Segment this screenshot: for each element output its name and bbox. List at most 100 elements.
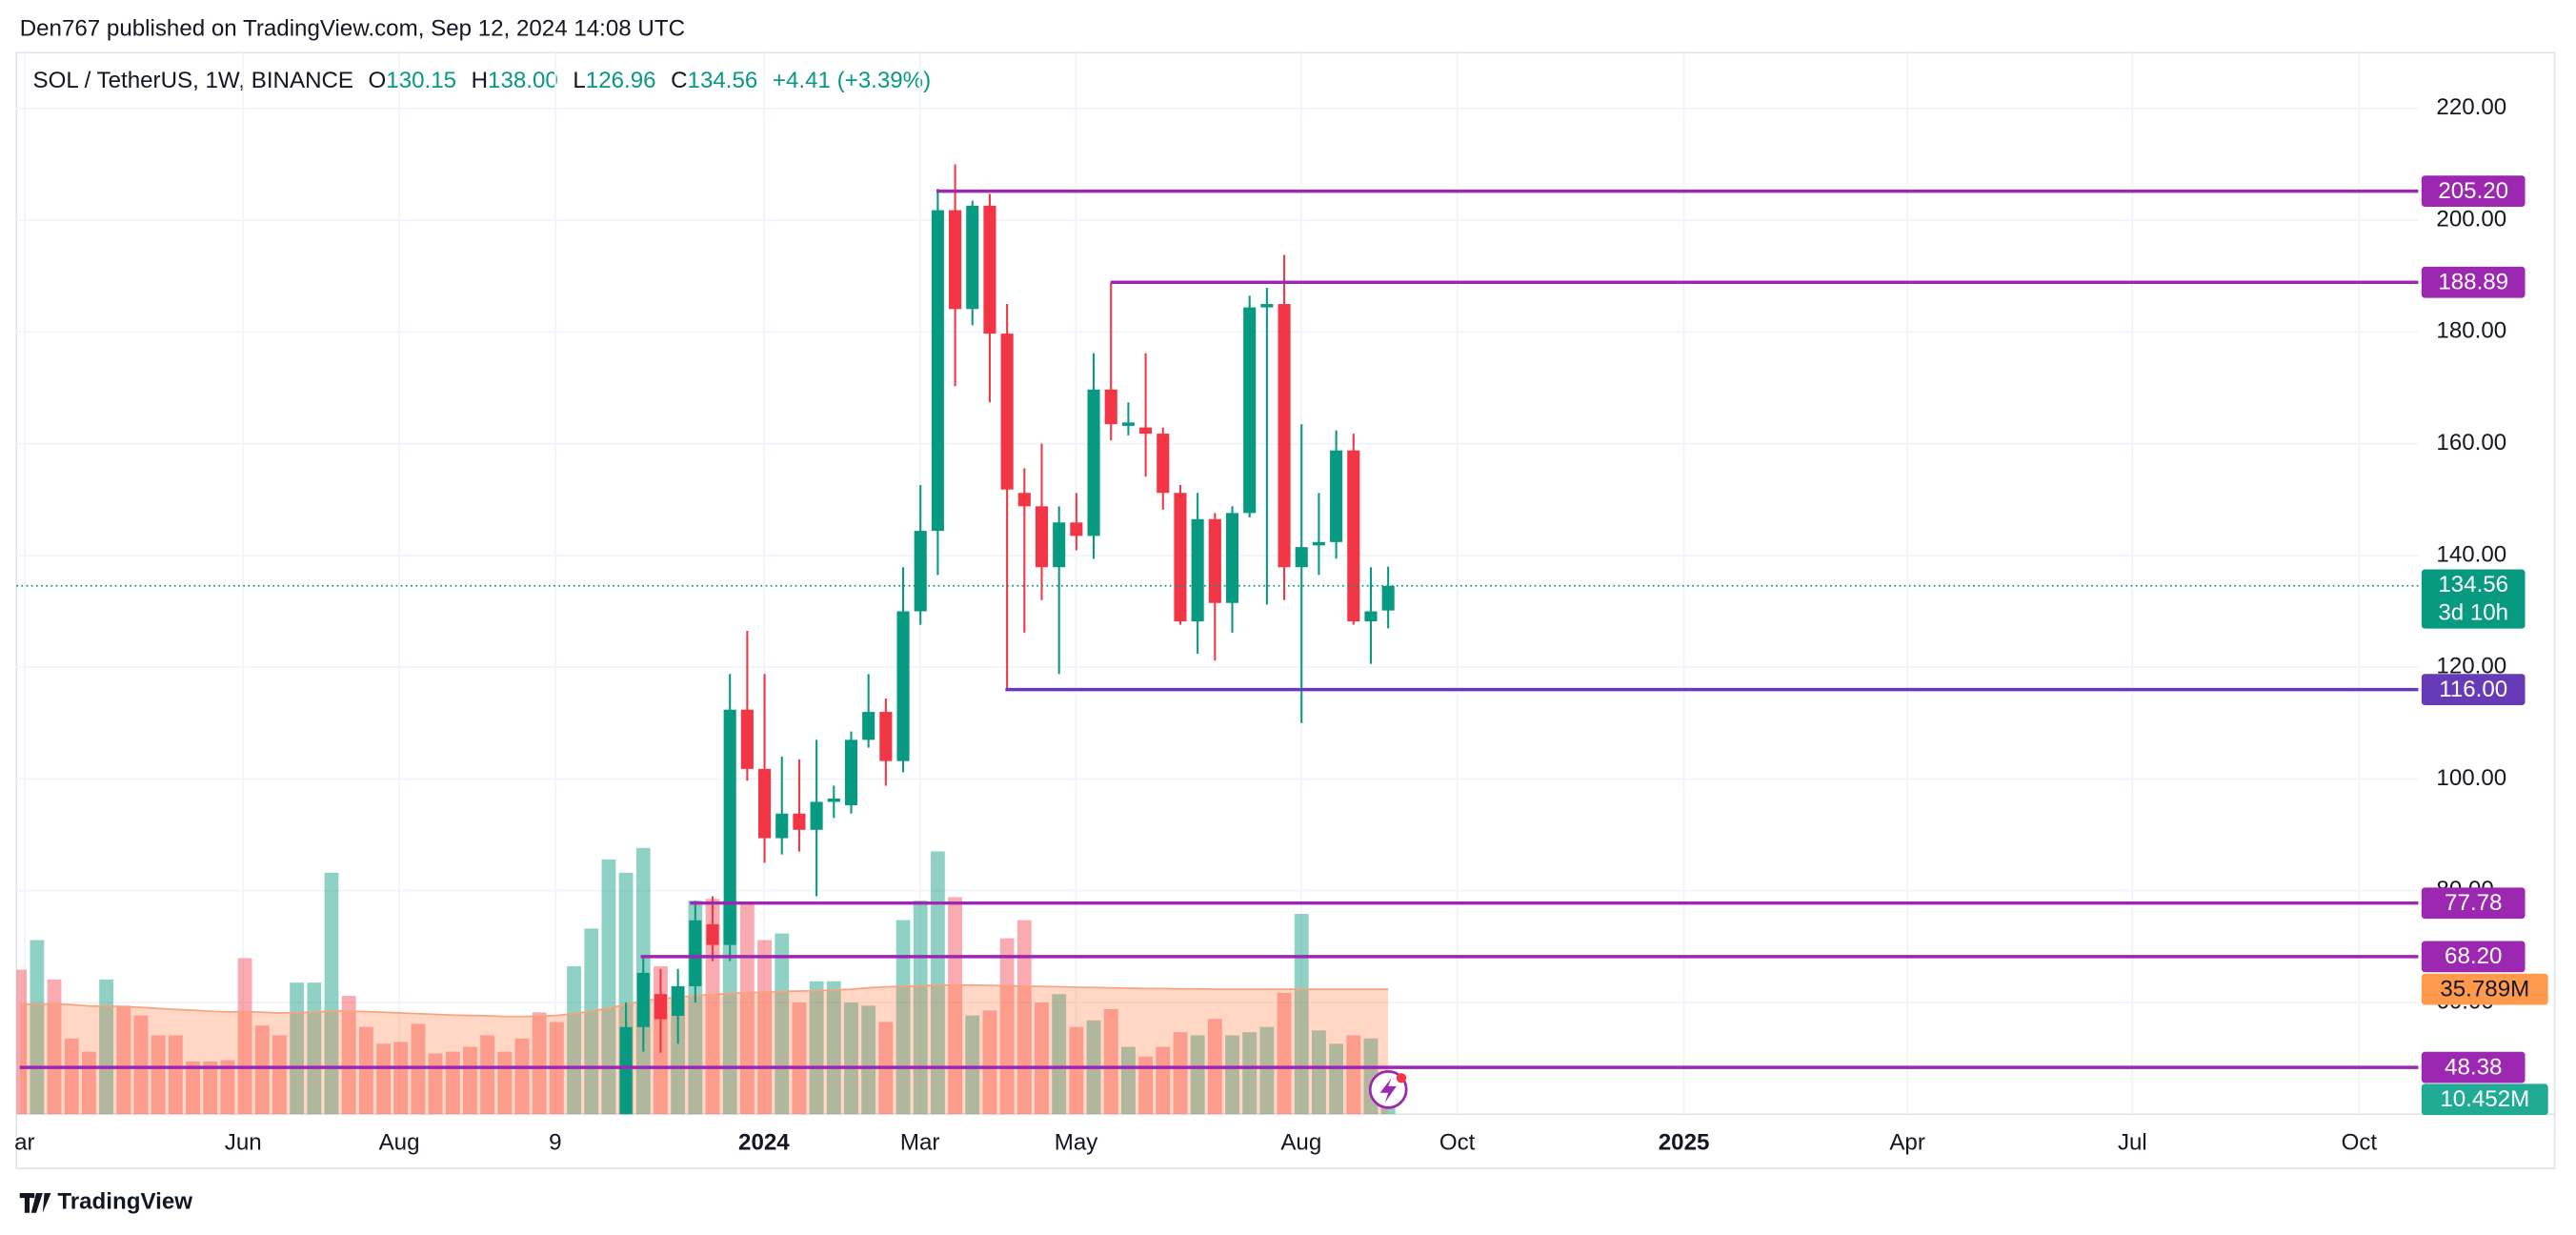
candle-body: [1139, 427, 1153, 435]
volume-bar: [99, 979, 114, 1115]
brand-name: TradingView: [57, 1189, 192, 1215]
y-tick-label: 160.00: [2436, 430, 2506, 456]
candle-body: [706, 923, 719, 945]
volume-bar: [1103, 1008, 1118, 1115]
volume-bar: [220, 1060, 235, 1115]
candle-body: [775, 813, 789, 839]
volume-bar: [913, 901, 928, 1115]
volume-bar: [358, 1026, 373, 1115]
candle-body: [1260, 304, 1274, 308]
candle-body: [1312, 541, 1325, 546]
volume-bar: [1259, 1026, 1275, 1115]
y-tick-label: 220.00: [2436, 94, 2506, 120]
candle-body: [1121, 422, 1135, 426]
candle-body: [619, 1026, 633, 1115]
volume-bar: [948, 897, 962, 1115]
ohlc-value: 130.15: [386, 69, 456, 94]
brand-logo: [19, 1193, 51, 1213]
volume-bar: [133, 1015, 149, 1115]
candle-body: [636, 972, 650, 1027]
alert-icon: [1368, 1070, 1408, 1109]
candle-body: [1035, 506, 1049, 568]
volume-bar: [826, 981, 841, 1115]
frame: [15, 51, 2556, 1169]
change: +4.41 (+3.39%): [773, 69, 931, 94]
ohlc-key: H: [472, 69, 488, 94]
volume-bar: [254, 1025, 270, 1115]
volume-bar: [376, 1043, 391, 1115]
candle-body: [983, 205, 996, 334]
candle-body: [654, 994, 668, 1020]
x-tick-label: Aug: [379, 1130, 420, 1156]
volume-bar: [324, 872, 339, 1115]
volume-bar: [1120, 1046, 1136, 1115]
ohlc-value: 138.00: [488, 69, 558, 94]
candle-body: [1000, 334, 1014, 490]
candle-body: [689, 920, 702, 986]
publish-note: Den767 published on TradingView.com, Sep…: [20, 15, 685, 41]
volume-bar: [965, 1015, 980, 1115]
candle-body: [1191, 518, 1204, 622]
ohlc-value: 126.96: [586, 69, 656, 94]
level-label-box: [2421, 941, 2526, 973]
candle-body: [1225, 513, 1239, 603]
y-tick-label: 200.00: [2436, 206, 2506, 232]
volume-bar: [671, 985, 686, 1115]
candle-body: [1157, 434, 1170, 494]
volume-bar: [1069, 1026, 1084, 1115]
volume-bar: [307, 982, 322, 1115]
candles: [619, 164, 1395, 1115]
level-label-box: [2421, 266, 2526, 298]
volume-bar: [809, 981, 824, 1115]
candle-body: [1208, 518, 1221, 603]
candle-body: [1347, 450, 1360, 622]
candle-body: [1053, 522, 1066, 568]
candle-body: [827, 798, 840, 802]
candle-body: [1070, 522, 1083, 537]
x-tick-label: 2025: [1659, 1130, 1710, 1156]
candle-body: [1278, 304, 1291, 568]
candle-body: [1104, 389, 1117, 425]
candle-body: [879, 712, 893, 761]
countdown-label: 3d 10h: [2438, 599, 2508, 625]
candle-body: [1087, 389, 1100, 537]
x-tick-label: 2024: [738, 1130, 790, 1156]
ohlc-value: 134.56: [688, 69, 758, 94]
x-tick-label: 9: [549, 1130, 561, 1156]
volume-bar: [705, 899, 720, 1115]
symbol-name: SOL / TetherUS, 1W, BINANCE: [32, 69, 353, 94]
x-tick-label: May: [1055, 1130, 1099, 1156]
candle-body: [931, 210, 944, 532]
x-tick-label: Apr: [1889, 1130, 1925, 1156]
volume-bar: [1173, 1032, 1188, 1115]
volume-bar: [514, 1038, 530, 1115]
volume-bar: [1016, 920, 1032, 1115]
volume-bar: [861, 1005, 876, 1115]
volume-bar: [1052, 994, 1067, 1115]
volume: [16, 847, 1396, 1115]
volume-bar: [116, 1005, 131, 1115]
candle-body: [949, 210, 962, 310]
candle-body: [966, 205, 979, 310]
volume-bar: [341, 996, 356, 1115]
symbol-legend: SOL / TetherUS, 1W, BINANCE O130.15 H138.0…: [32, 69, 931, 94]
level-label: 68.20: [2445, 943, 2502, 969]
candle-body: [810, 801, 823, 830]
icon-dot: [1396, 1073, 1407, 1083]
volume-bar: [1035, 1002, 1049, 1115]
volume-bar: [1156, 1046, 1171, 1115]
y-tick-label: 140.00: [2436, 541, 2506, 567]
ohlc-key: L: [573, 69, 585, 94]
last-price-box: [2421, 569, 2526, 629]
volume-ma-line: [19, 983, 1389, 1018]
volume-bar: [1312, 1030, 1326, 1115]
volume-bar: [757, 940, 772, 1115]
x-tick-label: ar: [14, 1130, 34, 1156]
volume-bar: [1242, 1032, 1258, 1115]
candle-body: [672, 985, 685, 1017]
volume-bar: [151, 1035, 166, 1115]
level-label: 116.00: [2439, 677, 2507, 702]
candle-body: [1381, 585, 1395, 611]
